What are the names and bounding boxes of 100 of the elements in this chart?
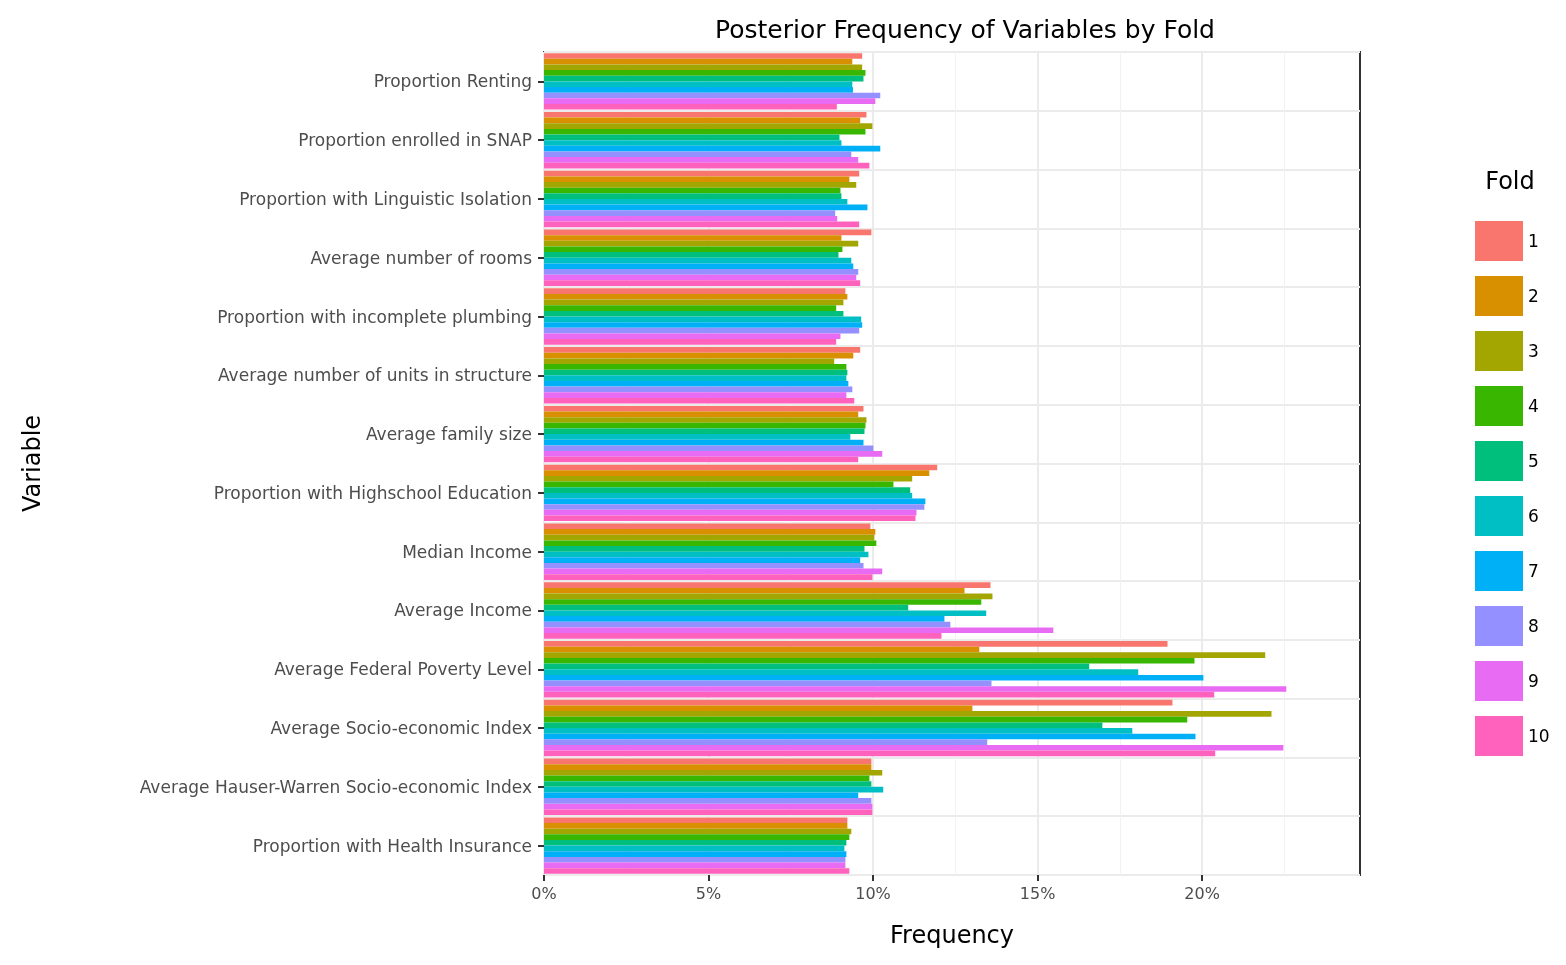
bar [544,288,846,294]
bar [544,333,841,340]
y-tick-label: Average Hauser-Warren Socio-economic Index [139,776,532,797]
bar [544,657,1195,664]
bar [544,669,1139,675]
legend-label: 1 [1528,231,1539,251]
bar [544,722,1103,729]
bar [544,798,872,804]
bar [544,451,883,457]
bar [544,823,848,829]
bar [544,128,866,135]
x-tick-label: 20% [1184,883,1220,903]
bar [544,53,863,59]
bar [544,686,1287,692]
y-tick-label: Proportion with incomplete plumbing [217,306,532,327]
legend-title: Fold [1485,167,1535,195]
bar [544,652,1266,658]
chart-title: Posterior Frequency of Variables by Fold [715,15,1215,44]
bar [544,198,848,205]
bar [544,705,973,712]
y-tick-label: Average number of units in structure [217,365,532,386]
bar [544,81,853,88]
y-tick-label: Proportion with Highschool Education [213,482,532,503]
y-tick-label: Average Income [394,600,532,621]
bar [544,358,835,365]
y-tick-label: Median Income [402,541,532,562]
y-axis-title: Variable [18,414,46,513]
bar [544,851,847,857]
bar [544,641,1168,647]
bar [544,269,859,275]
bar [544,475,913,482]
legend-label: 5 [1528,451,1539,471]
bar [544,111,867,118]
bar [544,322,863,328]
bar [544,305,837,311]
bar [544,176,850,183]
bar [544,546,865,552]
bar [544,540,877,547]
bar [544,582,991,588]
bar [544,280,861,286]
bar [544,627,1054,634]
bar [544,252,839,258]
bar [544,339,837,345]
x-tick-label: 10% [855,883,891,903]
bar [544,764,872,770]
bar [544,557,861,563]
bar [544,397,855,404]
bar [544,445,874,452]
y-tick-label: Average family size [365,424,532,445]
legend-label: 9 [1528,671,1539,691]
x-tick-label: 15% [1019,883,1056,903]
bar [544,739,988,745]
bar [544,64,863,71]
legend-label: 4 [1528,396,1539,416]
bar [544,523,871,530]
bar [544,405,864,412]
bar [544,562,864,569]
bar [544,434,851,440]
bar [544,246,843,253]
bar [544,123,873,129]
x-axis-title: Frequency [890,921,1014,949]
bar [544,515,916,522]
y-tick-label: Proportion with Health Insurance [252,835,532,856]
bar [544,392,847,398]
bar [544,375,847,381]
y-tick-label: Proportion with Linguistic Isolation [239,188,532,209]
bar [544,215,838,222]
bar [544,417,867,423]
legend-label: 3 [1528,341,1539,361]
bar [544,98,876,104]
bar [544,235,842,241]
bar [544,364,847,370]
bar [544,293,848,300]
bar [544,809,873,816]
y-tick-label: Average Socio-economic Index [270,718,532,739]
bar [544,210,836,216]
bar [544,633,942,639]
bar [544,781,872,787]
bar [544,599,982,605]
bar [544,744,1284,751]
bar [544,610,987,617]
bar [544,347,861,353]
bar [544,529,876,535]
bar [544,856,846,863]
bar [544,87,853,93]
bar [544,70,866,76]
bar [544,711,1272,717]
x-tick-label: 0% [531,883,557,903]
bar [544,151,852,158]
bar [544,140,842,146]
bar [544,310,844,317]
bar [544,868,850,874]
bar [544,616,945,622]
bar [544,574,873,580]
bar [544,674,1204,681]
legend-label: 7 [1528,561,1539,581]
bar [544,103,837,110]
bar [544,487,911,493]
bar [544,263,854,270]
bar [544,587,965,594]
